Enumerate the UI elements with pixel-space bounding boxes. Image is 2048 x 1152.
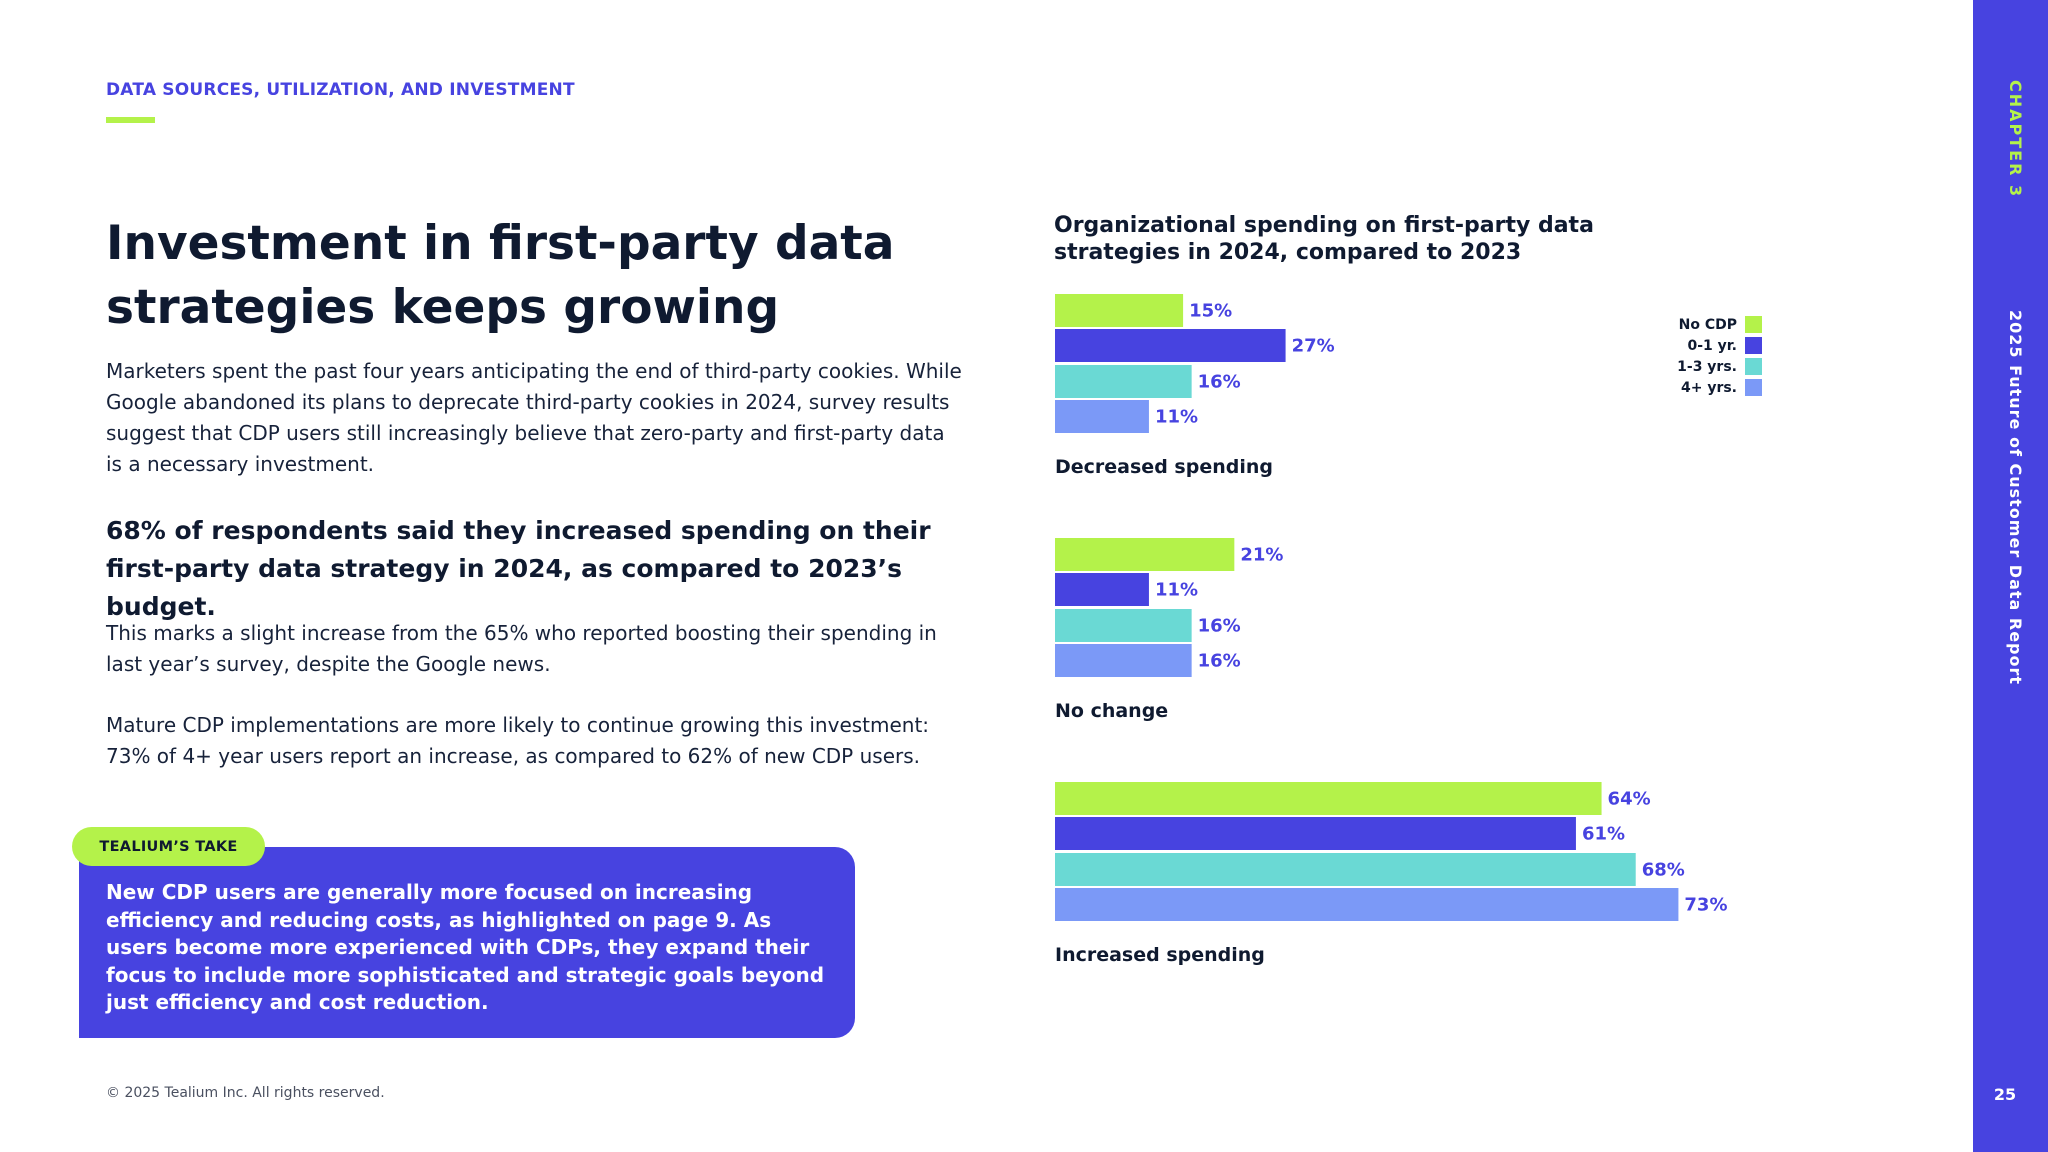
bar-value-label: 11%: [1155, 580, 1198, 601]
category-label: Increased spending: [1055, 944, 1265, 966]
chart-legend: No CDP 0-1 yr. 1-3 yrs. 4+ yrs.: [1630, 314, 1762, 398]
bar-2-0: [1055, 782, 1602, 815]
bar-0-2: [1055, 365, 1192, 398]
tealium-take-text: New CDP users are generally more focused…: [106, 880, 825, 1014]
page-number: 25: [1993, 1085, 2017, 1104]
bar-value-label: 68%: [1642, 860, 1685, 881]
bar-value-label: 73%: [1684, 895, 1727, 916]
bar-1-1: [1055, 573, 1149, 606]
bar-value-label: 21%: [1240, 545, 1283, 566]
legend-swatch: [1745, 337, 1762, 354]
bar-value-label: 27%: [1292, 336, 1335, 357]
bar-value-label: 16%: [1198, 372, 1241, 393]
bar-value-label: 64%: [1608, 789, 1651, 810]
chapter-sidebar: [1973, 0, 2048, 1152]
bar-1-0: [1055, 538, 1235, 571]
bar-2-3: [1055, 888, 1679, 921]
spending-bar-chart: 15%27%16%11%Decreased spending21%11%16%1…: [1055, 294, 1728, 966]
category-label: No change: [1055, 700, 1168, 722]
bar-0-1: [1055, 329, 1286, 362]
tealium-take-badge: TEALIUM’S TAKE: [72, 827, 265, 866]
comparison-paragraph: This marks a slight increase from the 65…: [106, 621, 937, 676]
bar-value-label: 61%: [1582, 824, 1625, 845]
bar-0-3: [1055, 400, 1149, 433]
bar-2-1: [1055, 817, 1576, 850]
section-eyebrow: DATA SOURCES, UTILIZATION, AND INVESTMEN…: [106, 80, 575, 100]
legend-swatch: [1745, 358, 1762, 375]
copyright: © 2025 Tealium Inc. All rights reserved.: [106, 1085, 385, 1101]
legend-item: 4+ yrs.: [1630, 377, 1762, 398]
legend-item: No CDP: [1630, 314, 1762, 335]
tealium-take-box: New CDP users are generally more focused…: [79, 847, 855, 1038]
page-title: Investment in first-party data strategie…: [106, 216, 895, 335]
chapter-label: CHAPTER 3: [2006, 80, 2025, 199]
eyebrow-divider: [106, 117, 155, 123]
report-title: 2025 Future of Customer Data Report: [2006, 310, 2025, 686]
key-finding: 68% of respondents said they increased s…: [106, 516, 931, 621]
bar-value-label: 16%: [1198, 651, 1241, 672]
intro-paragraph: Marketers spent the past four years anti…: [106, 359, 962, 476]
legend-item: 1-3 yrs.: [1630, 356, 1762, 377]
legend-label: 1-3 yrs.: [1677, 358, 1737, 375]
chart-title: Organizational spending on first-party d…: [1054, 213, 1594, 265]
bar-value-label: 15%: [1189, 301, 1232, 322]
bar-2-2: [1055, 853, 1636, 886]
bar-value-label: 11%: [1155, 407, 1198, 428]
legend-label: 4+ yrs.: [1680, 379, 1737, 396]
legend-label: 0-1 yr.: [1687, 337, 1737, 354]
legend-item: 0-1 yr.: [1630, 335, 1762, 356]
legend-swatch: [1745, 379, 1762, 396]
legend-swatch: [1745, 316, 1762, 333]
category-label: Decreased spending: [1055, 456, 1273, 478]
bar-1-3: [1055, 644, 1192, 677]
maturity-paragraph: Mature CDP implementations are more like…: [106, 713, 930, 768]
bar-value-label: 16%: [1198, 616, 1241, 637]
bar-0-0: [1055, 294, 1184, 327]
legend-label: No CDP: [1678, 316, 1737, 333]
bar-1-2: [1055, 609, 1192, 642]
